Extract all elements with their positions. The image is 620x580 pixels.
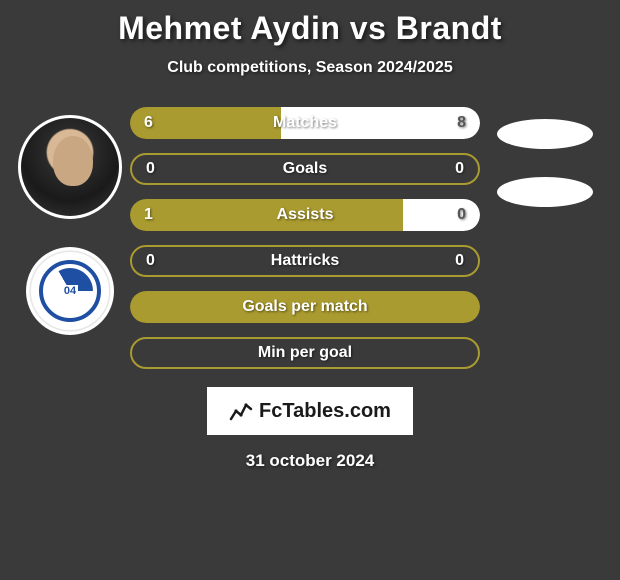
stat-label: Assists (277, 206, 334, 224)
date-text: 31 october 2024 (246, 451, 375, 471)
bar-fill-right (403, 199, 480, 231)
stat-bar: Goals per match (130, 291, 480, 323)
club-badge: 04 (26, 247, 114, 335)
stat-value-left: 6 (144, 114, 153, 132)
stat-value-left: 1 (144, 206, 153, 224)
stat-label: Goals per match (242, 298, 367, 316)
stat-label: Matches (273, 114, 337, 132)
stat-bar: Min per goal (130, 337, 480, 369)
stat-bar: 0 Goals 0 (130, 153, 480, 185)
right-ellipse-2 (497, 177, 593, 207)
stat-value-right: 0 (455, 252, 464, 270)
stat-value-right: 0 (457, 206, 466, 224)
stat-label: Hattricks (271, 252, 339, 270)
stat-label: Min per goal (258, 344, 352, 362)
stat-bar: 6 Matches 8 (130, 107, 480, 139)
branding-text: FcTables.com (259, 400, 391, 423)
main-row: 04 6 Matches 8 0 Goals 0 1 Assists 0 0 Hattricks 0 G… (0, 107, 620, 369)
club-badge-text: 04 (62, 285, 78, 297)
stat-label: Goals (283, 160, 327, 178)
left-player-column: 04 (10, 107, 130, 335)
stat-value-left: 0 (146, 160, 155, 178)
stats-column: 6 Matches 8 0 Goals 0 1 Assists 0 0 Hattricks 0 Goal… (130, 107, 480, 369)
page-subtitle: Club competitions, Season 2024/2025 (167, 59, 452, 77)
bar-fill-left (130, 199, 403, 231)
stat-value-right: 8 (457, 114, 466, 132)
player-avatar (18, 115, 122, 219)
chart-icon (229, 399, 253, 423)
right-ellipse-1 (497, 119, 593, 149)
stat-value-left: 0 (146, 252, 155, 270)
stat-bar: 0 Hattricks 0 (130, 245, 480, 277)
page-title: Mehmet Aydin vs Brandt (118, 10, 502, 47)
right-player-column (480, 107, 610, 207)
club-badge-inner: 04 (39, 260, 101, 322)
stat-value-right: 0 (455, 160, 464, 178)
comparison-card: Mehmet Aydin vs Brandt Club competitions… (0, 0, 620, 471)
branding-banner[interactable]: FcTables.com (207, 387, 413, 435)
stat-bar: 1 Assists 0 (130, 199, 480, 231)
